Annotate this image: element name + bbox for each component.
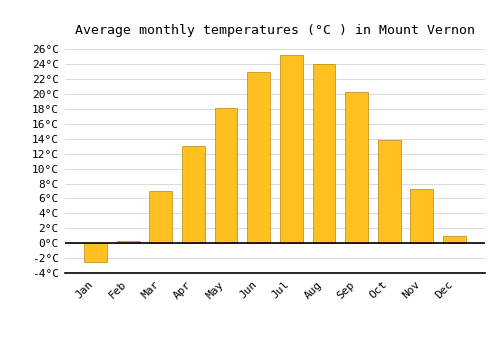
Bar: [443, 236, 466, 243]
Bar: [378, 140, 400, 243]
Bar: [280, 55, 302, 243]
Bar: [182, 146, 205, 243]
Bar: [312, 64, 336, 243]
Title: Average monthly temperatures (°C ) in Mount Vernon: Average monthly temperatures (°C ) in Mo…: [75, 24, 475, 37]
Bar: [214, 107, 238, 243]
Bar: [248, 72, 270, 243]
Bar: [116, 241, 140, 243]
Bar: [150, 191, 172, 243]
Bar: [345, 92, 368, 243]
Bar: [410, 189, 434, 243]
Bar: [84, 243, 107, 262]
